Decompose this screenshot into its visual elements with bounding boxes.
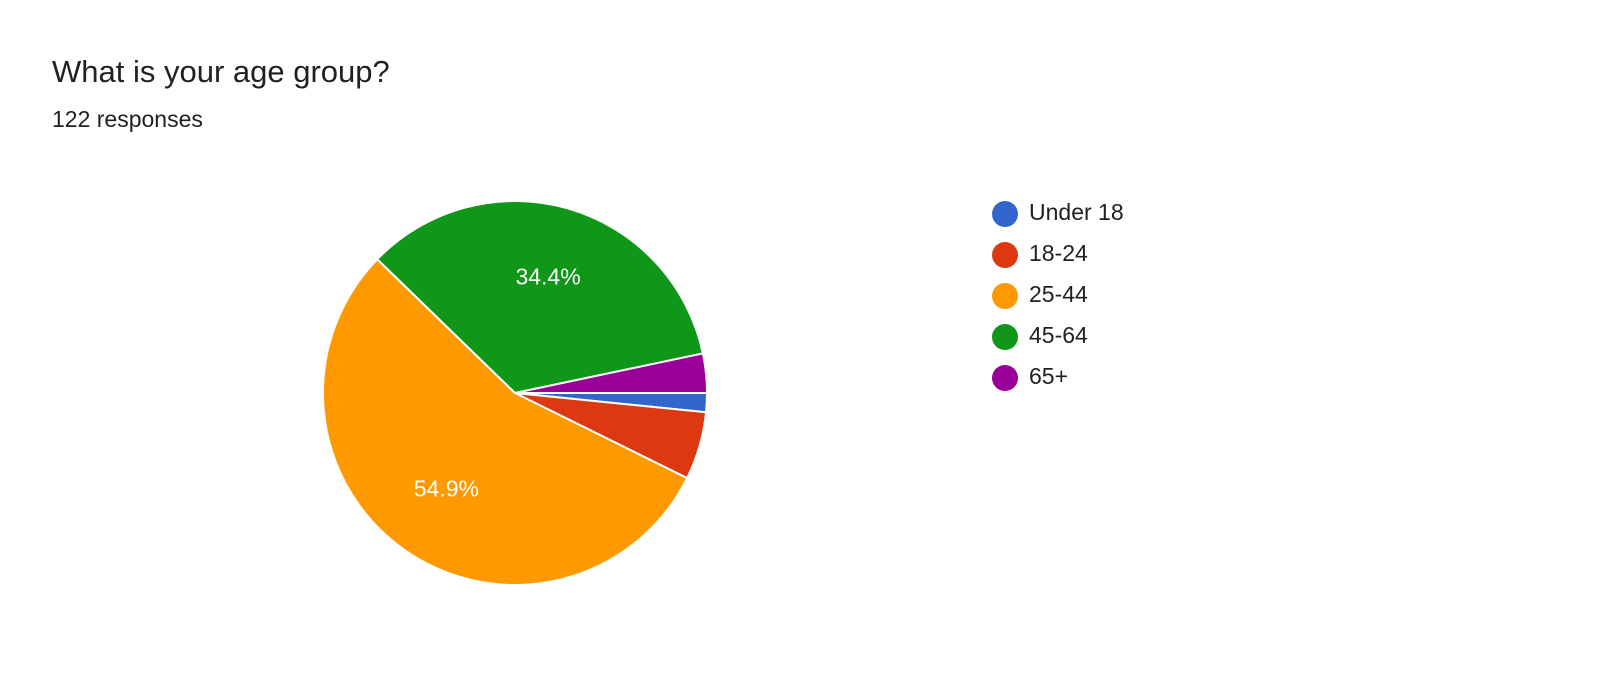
legend-label: 65+ bbox=[1029, 363, 1068, 389]
pie-slice bbox=[322, 257, 689, 586]
legend-marker bbox=[992, 324, 1018, 350]
legend-marker bbox=[992, 201, 1018, 227]
slice-label: 34.4% bbox=[515, 264, 580, 290]
legend-label: Under 18 bbox=[1029, 199, 1124, 225]
legend-label: 25-44 bbox=[1029, 281, 1088, 307]
legend-marker bbox=[992, 365, 1018, 391]
pie-slice bbox=[375, 200, 705, 395]
legend-marker bbox=[992, 242, 1018, 268]
slice-label: 54.9% bbox=[414, 475, 479, 501]
chart-title: What is your age group? bbox=[52, 54, 390, 89]
legend-marker bbox=[992, 283, 1018, 309]
legend-label: 45-64 bbox=[1029, 322, 1088, 348]
pie-slice bbox=[514, 352, 709, 394]
chart-subtitle: 122 responses bbox=[52, 106, 203, 132]
legend-label: 18-24 bbox=[1029, 240, 1088, 266]
